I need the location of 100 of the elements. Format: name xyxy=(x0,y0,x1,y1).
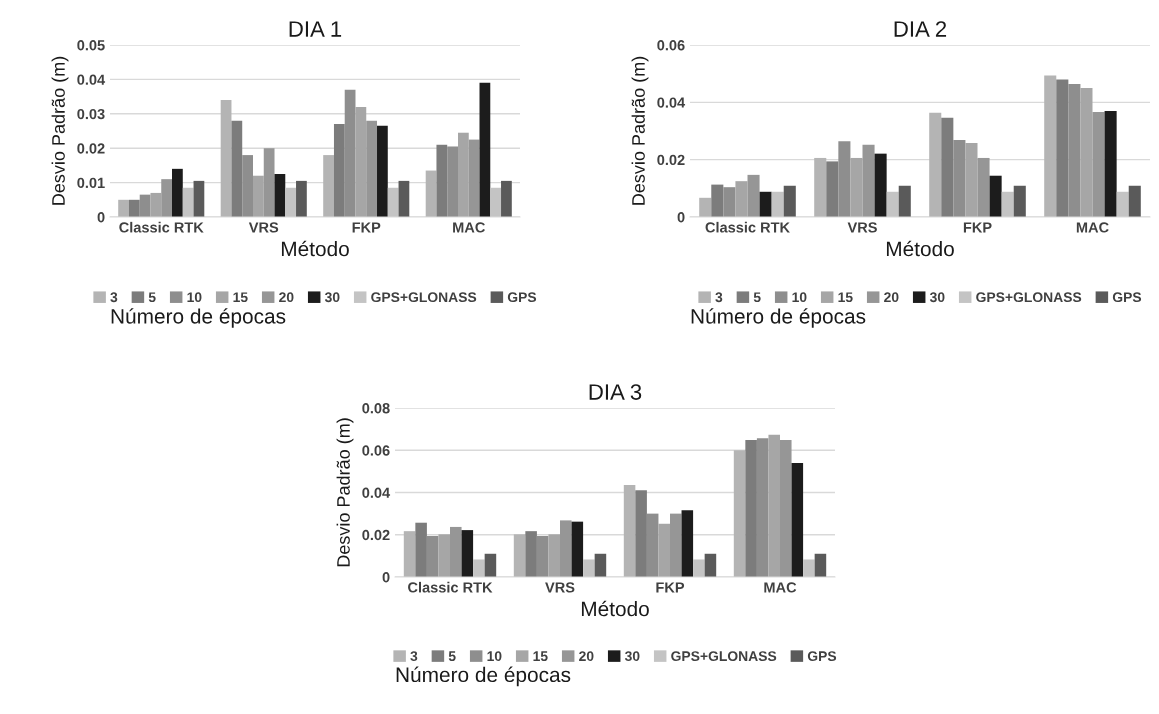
legend-label: 20 xyxy=(279,292,294,303)
bar xyxy=(953,139,966,217)
bar xyxy=(447,146,458,217)
bar xyxy=(425,170,437,217)
bar xyxy=(635,490,647,577)
bar xyxy=(501,180,512,217)
bar xyxy=(941,117,954,217)
legend-label: 5 xyxy=(148,292,156,303)
bar xyxy=(704,553,717,577)
bar xyxy=(473,559,485,577)
bar xyxy=(1068,83,1081,217)
bar xyxy=(536,536,549,577)
legend-label: 15 xyxy=(233,292,248,303)
bar xyxy=(172,168,183,217)
x-tick-label: MAC xyxy=(764,582,797,593)
bar xyxy=(768,434,780,577)
legend-title: Número de épocas xyxy=(691,308,866,328)
legend-label: 3 xyxy=(410,651,418,662)
x-tick-label: VRS xyxy=(545,582,575,593)
bar xyxy=(929,112,942,217)
bar xyxy=(791,462,804,577)
bar xyxy=(274,174,286,217)
bar xyxy=(242,155,253,217)
bar xyxy=(468,139,480,217)
bar xyxy=(344,89,356,217)
bar xyxy=(296,180,307,217)
bar xyxy=(594,553,607,577)
bar xyxy=(438,534,450,577)
legend-label: 10 xyxy=(792,292,807,303)
bar xyxy=(490,187,502,217)
x-tick-label: Classic RTK xyxy=(705,221,790,233)
legend-label: 3 xyxy=(110,292,118,303)
chart-title: DIA 2 xyxy=(894,21,947,37)
bar xyxy=(263,148,275,217)
bar xyxy=(571,521,584,577)
y-tick-label: 0.04 xyxy=(362,487,391,498)
bar xyxy=(826,161,839,217)
bar xyxy=(965,143,978,217)
bar xyxy=(745,439,757,577)
legend-label: 30 xyxy=(624,651,640,662)
y-tick-label: 0 xyxy=(382,572,390,583)
bar xyxy=(1080,88,1093,217)
bar xyxy=(699,197,712,217)
bar xyxy=(118,199,129,217)
y-tick-label: 0.01 xyxy=(77,177,105,189)
bar xyxy=(252,175,264,217)
x-tick-label: FKP xyxy=(656,582,685,593)
bar xyxy=(693,559,705,577)
y-tick-label: 0.04 xyxy=(77,74,106,85)
bar xyxy=(436,144,448,217)
bar xyxy=(484,553,497,577)
bar xyxy=(220,100,232,217)
bar xyxy=(1044,75,1057,217)
y-axis-title: Desvio Padrão (m) xyxy=(336,418,354,567)
bar xyxy=(850,157,863,217)
bar xyxy=(1013,185,1026,217)
legend-label: 15 xyxy=(838,292,853,303)
chart-title: DIA 1 xyxy=(289,21,342,37)
bar xyxy=(128,199,140,217)
bar xyxy=(814,553,827,577)
x-tick-label: FKP xyxy=(963,222,992,233)
y-axis-title: Desvio Padrão (m) xyxy=(51,56,69,205)
legend-label: GPS xyxy=(1112,292,1142,303)
bar xyxy=(1092,112,1105,217)
bar xyxy=(862,144,875,217)
bar xyxy=(161,179,173,217)
bar xyxy=(886,191,899,217)
bar xyxy=(838,141,851,217)
chart-title: DIA 3 xyxy=(589,384,642,400)
x-tick-label: FKP xyxy=(352,222,381,233)
bar xyxy=(457,132,469,217)
y-tick-label: 0.06 xyxy=(657,40,685,51)
bar xyxy=(711,184,724,217)
legend-title: Número de épocas xyxy=(396,666,571,687)
legend-label: 20 xyxy=(884,292,899,303)
bar xyxy=(747,174,760,217)
bar xyxy=(461,530,474,577)
bar xyxy=(415,522,427,577)
bar xyxy=(783,185,796,217)
bar xyxy=(756,438,769,577)
bar xyxy=(355,106,367,217)
legend-label: GPS+GLONASS xyxy=(976,292,1082,303)
y-tick-label: 0 xyxy=(97,212,105,223)
bar xyxy=(366,120,378,217)
legend-label: 20 xyxy=(579,651,594,662)
bar xyxy=(646,513,659,577)
bar xyxy=(814,157,827,217)
bar xyxy=(759,191,772,217)
x-tick-label: Classic RTK xyxy=(408,581,493,593)
bar xyxy=(426,536,439,577)
legend-label: GPS xyxy=(507,292,537,303)
bar xyxy=(1104,110,1117,217)
legend-title: Número de épocas xyxy=(111,308,286,328)
bar xyxy=(525,531,537,577)
bar xyxy=(513,534,526,577)
x-axis-title: Método xyxy=(886,240,954,257)
x-tick-label: MAC xyxy=(1076,222,1109,233)
legend-label: 30 xyxy=(929,292,945,303)
x-axis-title: Método xyxy=(581,600,649,617)
y-tick-label: 0 xyxy=(677,212,685,223)
